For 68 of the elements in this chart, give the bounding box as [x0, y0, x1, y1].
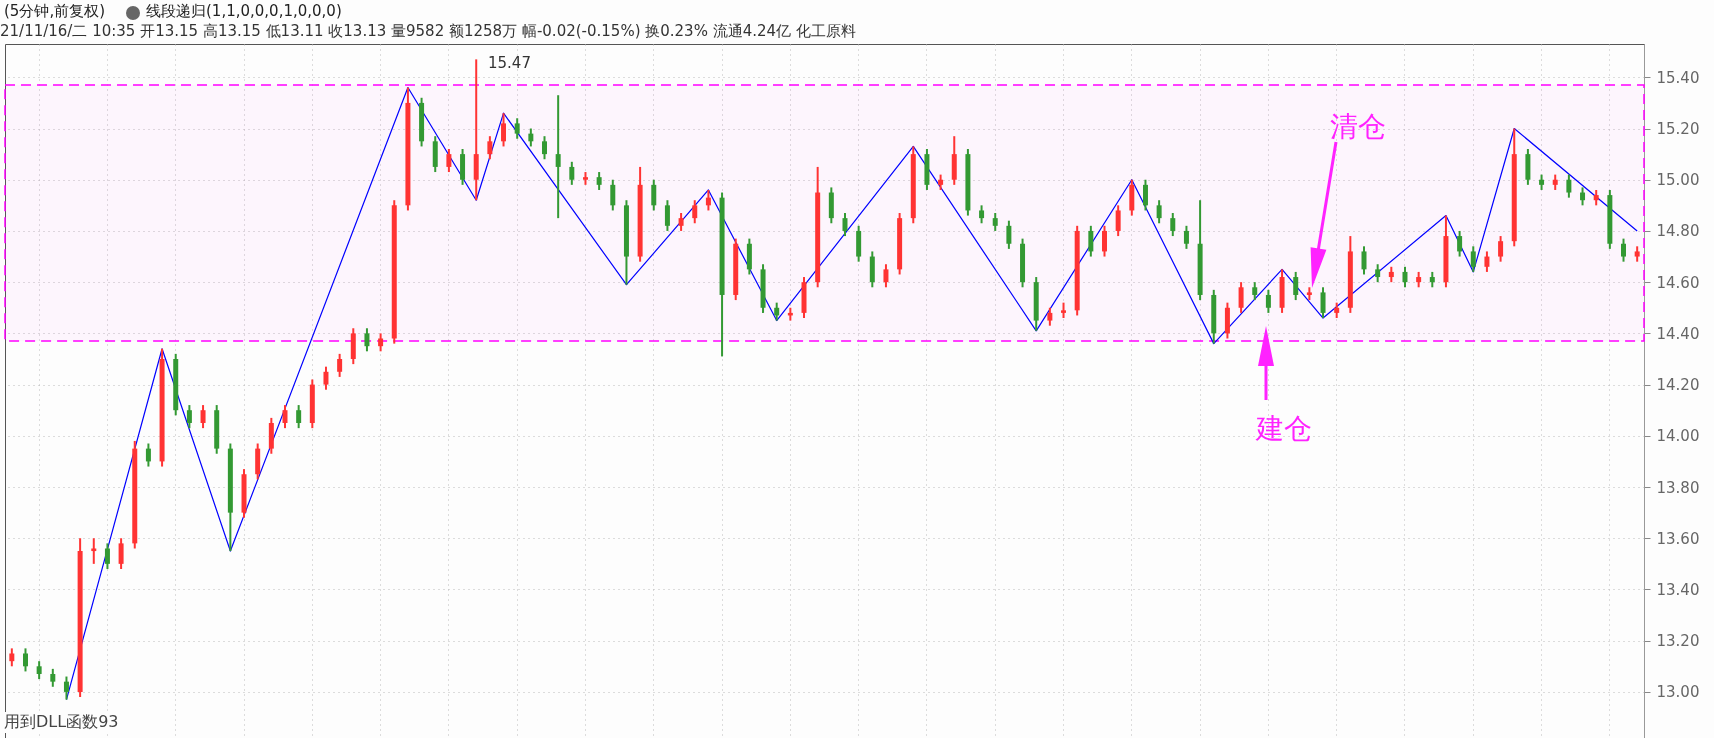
candlestick	[501, 112, 507, 148]
candlestick	[337, 352, 343, 378]
y-tick-label: 14.80	[1656, 222, 1700, 241]
y-tick-label: 13.80	[1656, 478, 1700, 497]
candlestick	[514, 117, 520, 140]
candlestick	[487, 135, 493, 161]
candlestick	[1238, 281, 1244, 314]
candlestick	[1088, 224, 1094, 258]
candlestick	[1361, 245, 1367, 276]
candlestick	[569, 160, 575, 186]
annotation: 用到DLL函数93	[4, 712, 119, 733]
candlestick	[542, 135, 547, 161]
candlestick	[1102, 224, 1107, 258]
candlestick	[22, 647, 28, 673]
candlestick	[1170, 212, 1176, 238]
y-tick-label: 14.60	[1656, 273, 1700, 292]
y-tick-label: 13.60	[1656, 529, 1700, 548]
candlestick	[1566, 173, 1572, 199]
candlestick	[1156, 199, 1162, 225]
chart-subtitle: 线段递归(1,1,0,0,0,1,0,0,0)	[146, 2, 342, 21]
annotation: 清仓	[1330, 109, 1386, 145]
candlestick	[1402, 265, 1408, 289]
candlestick	[1265, 288, 1271, 314]
y-tick-label: 14.40	[1656, 324, 1700, 343]
candlestick	[1183, 224, 1189, 250]
candlestick	[282, 404, 288, 430]
candlestick	[692, 199, 698, 225]
candlestick	[104, 542, 110, 570]
candlestick	[364, 327, 370, 353]
candlestick	[1006, 219, 1012, 250]
y-tick-label: 13.40	[1656, 580, 1700, 599]
candlestick	[1484, 250, 1490, 273]
candlestick	[1457, 229, 1463, 258]
candlestick	[1498, 235, 1504, 263]
candlestick	[118, 537, 124, 570]
annotation: 建仓	[1256, 411, 1312, 447]
candlestick	[555, 94, 561, 220]
y-tick-label: 15.00	[1656, 171, 1700, 190]
candlestick	[705, 188, 711, 212]
candlestick	[883, 263, 889, 289]
y-tick-label: 15.40	[1656, 68, 1700, 87]
candlestick	[1470, 245, 1476, 273]
candlestick	[323, 365, 329, 391]
candlestick	[610, 178, 616, 212]
candlestick	[651, 178, 657, 212]
y-tick-label: 13.00	[1656, 683, 1700, 702]
candlestick	[842, 212, 848, 238]
candlestick	[1115, 204, 1121, 238]
candlestick	[91, 537, 97, 565]
candlestick	[1293, 270, 1299, 302]
chart-title: (5分钟,前复权)	[4, 2, 106, 21]
y-tick-label: 14.20	[1656, 376, 1700, 395]
candlestick	[200, 404, 206, 430]
candlestick	[1621, 237, 1627, 263]
line-series	[65, 86, 1638, 701]
candlestick	[1320, 286, 1326, 320]
candlestick	[145, 442, 151, 468]
candlestick	[1142, 178, 1148, 212]
y-tick-label: 14.00	[1656, 427, 1700, 446]
candlestick	[296, 404, 302, 430]
y-tick-label: 13.20	[1656, 632, 1700, 651]
text: 21/11/16/二 10:35 开13.15 高13.15 低13.11 收13.13 量9582 额1258万 幅-0.02(-0.15%) 换0.23% 流通4.24亿 化工原料	[0, 22, 856, 41]
annotation: 15.47	[488, 54, 531, 72]
y-tick-label: 15.20	[1656, 120, 1700, 139]
candlestick	[63, 675, 69, 701]
candlestick	[446, 148, 452, 174]
candlestick	[186, 404, 192, 430]
candlestick	[664, 199, 670, 232]
